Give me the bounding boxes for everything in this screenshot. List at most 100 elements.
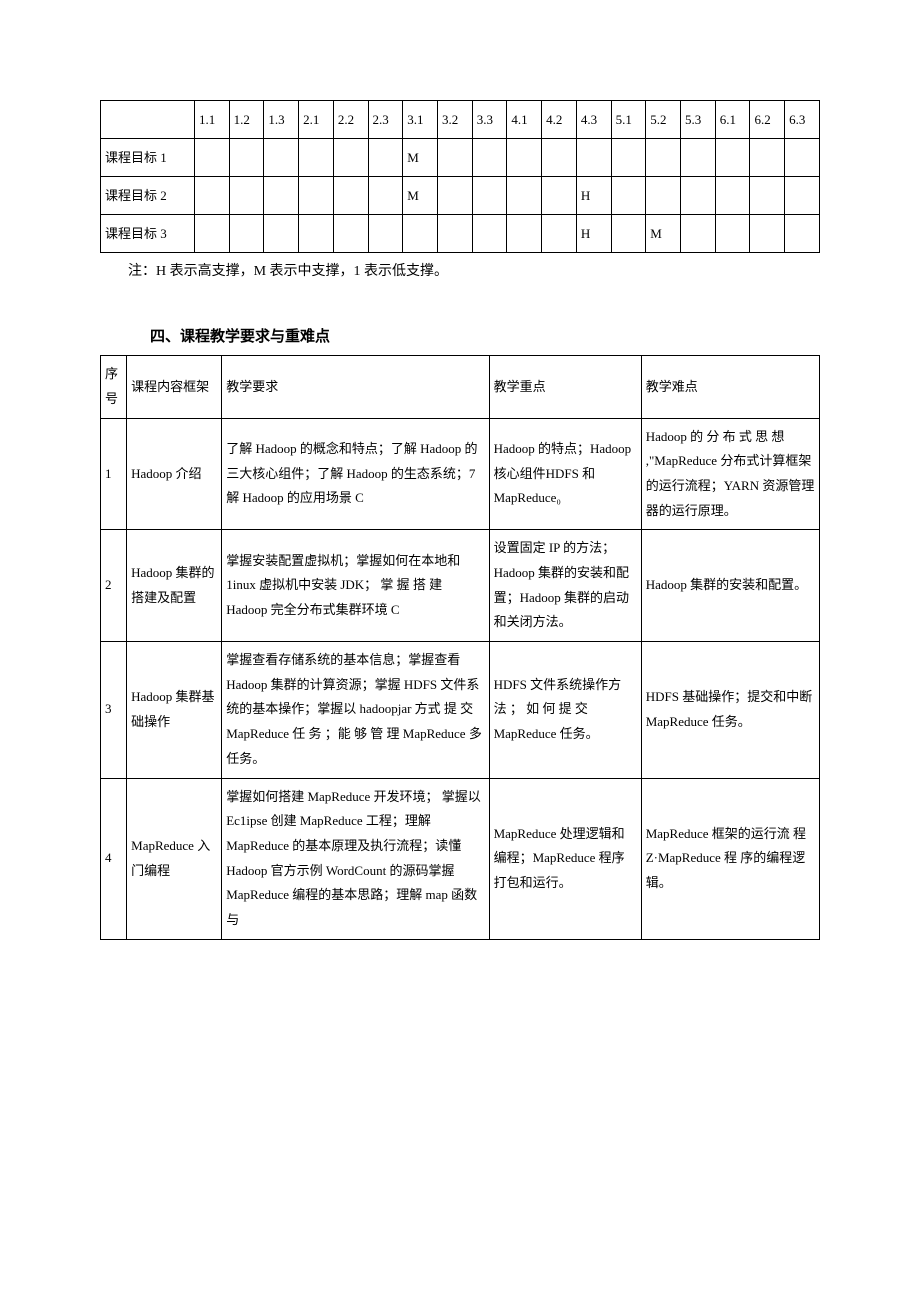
matrix-cell bbox=[681, 215, 716, 253]
matrix-cell bbox=[576, 139, 611, 177]
matrix-row-label: 课程目标 1 bbox=[101, 139, 195, 177]
matrix-row: 课程目标 3HM bbox=[101, 215, 820, 253]
matrix-cell bbox=[368, 177, 403, 215]
matrix-cell bbox=[333, 177, 368, 215]
matrix-cell bbox=[229, 177, 264, 215]
content-table-header-row: 序号 课程内容框架 教学要求 教学重点 教学难点 bbox=[101, 356, 820, 418]
content-cell-req: 了解 Hadoop 的概念和特点；了解 Hadoop 的三大核心组件；了解 Ha… bbox=[222, 418, 489, 530]
matrix-header-cell: 5.1 bbox=[611, 101, 646, 139]
matrix-cell bbox=[681, 177, 716, 215]
matrix-header-cell: 5.2 bbox=[646, 101, 681, 139]
header-req: 教学要求 bbox=[222, 356, 489, 418]
matrix-row: 课程目标 1 M bbox=[101, 139, 820, 177]
matrix-cell bbox=[785, 215, 820, 253]
content-cell-frame: Hadoop 集群的搭建及配置 bbox=[127, 530, 222, 642]
matrix-cell bbox=[368, 139, 403, 177]
matrix-header-cell: 5.3 bbox=[681, 101, 716, 139]
matrix-cell: M bbox=[403, 177, 438, 215]
matrix-cell bbox=[229, 139, 264, 177]
matrix-cell bbox=[507, 215, 542, 253]
matrix-cell bbox=[542, 177, 577, 215]
matrix-cell bbox=[611, 215, 646, 253]
content-row: 3Hadoop 集群基础操作掌握查看存储系统的基本信息；掌握查看 Hadoop … bbox=[101, 642, 820, 778]
header-frame: 课程内容框架 bbox=[127, 356, 222, 418]
matrix-header-row: 1.11.21.32.12.22.33.13.23.34.14.24.35.15… bbox=[101, 101, 820, 139]
header-seq: 序号 bbox=[101, 356, 127, 418]
matrix-header-cell: 4.1 bbox=[507, 101, 542, 139]
matrix-header-cell: 3.2 bbox=[437, 101, 472, 139]
matrix-row: 课程目标 2 M H bbox=[101, 177, 820, 215]
matrix-header-cell: 3.3 bbox=[472, 101, 507, 139]
content-cell-seq: 1 bbox=[101, 418, 127, 530]
content-cell-diff: Hadoop 的 分 布 式 思 想 ,"MapReduce 分布式计算框架的运… bbox=[641, 418, 819, 530]
content-cell-diff: Hadoop 集群的安装和配置。 bbox=[641, 530, 819, 642]
content-cell-seq: 2 bbox=[101, 530, 127, 642]
matrix-header-cell: 1.1 bbox=[194, 101, 229, 139]
matrix-cell bbox=[715, 177, 750, 215]
matrix-cell bbox=[715, 215, 750, 253]
matrix-cell bbox=[542, 139, 577, 177]
matrix-cell bbox=[264, 177, 299, 215]
content-row: 4MapReduce 入门编程掌握如何搭建 MapReduce 开发环境； 掌握… bbox=[101, 778, 820, 939]
matrix-cell bbox=[611, 139, 646, 177]
matrix-cell bbox=[542, 215, 577, 253]
matrix-cell bbox=[299, 139, 334, 177]
header-diff: 教学难点 bbox=[641, 356, 819, 418]
matrix-header-cell: 3.1 bbox=[403, 101, 438, 139]
content-table: 序号 课程内容框架 教学要求 教学重点 教学难点 1Hadoop 介绍了解 Ha… bbox=[100, 355, 820, 939]
matrix-cell bbox=[472, 177, 507, 215]
matrix-header-cell: 2.1 bbox=[299, 101, 334, 139]
content-cell-frame: MapReduce 入门编程 bbox=[127, 778, 222, 939]
matrix-cell: H bbox=[576, 177, 611, 215]
matrix-header-cell: 2.3 bbox=[368, 101, 403, 139]
matrix-header-cell: 4.3 bbox=[576, 101, 611, 139]
content-row: 1Hadoop 介绍了解 Hadoop 的概念和特点；了解 Hadoop 的三大… bbox=[101, 418, 820, 530]
matrix-cell bbox=[437, 215, 472, 253]
content-cell-key: HDFS 文件系统操作方 法 ； 如 何 提 交 MapReduce 任务。 bbox=[489, 642, 641, 778]
header-key: 教学重点 bbox=[489, 356, 641, 418]
matrix-cell bbox=[681, 139, 716, 177]
matrix-cell bbox=[333, 215, 368, 253]
matrix-cell bbox=[299, 177, 334, 215]
matrix-table: 1.11.21.32.12.22.33.13.23.34.14.24.35.15… bbox=[100, 100, 820, 253]
matrix-cell bbox=[750, 215, 785, 253]
matrix-row-label: 课程目标 3 bbox=[101, 215, 195, 253]
matrix-cell bbox=[403, 215, 438, 253]
content-cell-key: MapReduce 处理逻辑和编程；MapReduce 程序打包和运行。 bbox=[489, 778, 641, 939]
matrix-cell bbox=[368, 215, 403, 253]
matrix-cell bbox=[646, 177, 681, 215]
matrix-cell bbox=[472, 215, 507, 253]
matrix-cell: M bbox=[646, 215, 681, 253]
matrix-cell bbox=[472, 139, 507, 177]
matrix-header-cell: 6.3 bbox=[785, 101, 820, 139]
content-cell-seq: 4 bbox=[101, 778, 127, 939]
content-cell-key: Hadoop 的特点；Hadoop 核心组件HDFS 和 MapReduce₀ bbox=[489, 418, 641, 530]
matrix-cell bbox=[785, 177, 820, 215]
content-row: 2Hadoop 集群的搭建及配置掌握安装配置虚拟机；掌握如何在本地和 1inux… bbox=[101, 530, 820, 642]
matrix-cell bbox=[194, 139, 229, 177]
matrix-cell bbox=[264, 215, 299, 253]
matrix-cell bbox=[264, 139, 299, 177]
matrix-header-cell: 1.2 bbox=[229, 101, 264, 139]
section-heading: 四、课程教学要求与重难点 bbox=[100, 324, 820, 351]
content-cell-frame: Hadoop 集群基础操作 bbox=[127, 642, 222, 778]
matrix-note: 注：H 表示高支撑，M 表示中支撑，1 表示低支撑。 bbox=[100, 259, 820, 284]
matrix-cell bbox=[507, 139, 542, 177]
matrix-cell bbox=[611, 177, 646, 215]
content-cell-req: 掌握安装配置虚拟机；掌握如何在本地和 1inux 虚拟机中安装 JDK； 掌 握… bbox=[222, 530, 489, 642]
content-cell-seq: 3 bbox=[101, 642, 127, 778]
matrix-cell bbox=[229, 215, 264, 253]
content-cell-diff: HDFS 基础操作；提交和中断 MapReduce 任务。 bbox=[641, 642, 819, 778]
matrix-cell: M bbox=[403, 139, 438, 177]
matrix-cell bbox=[437, 177, 472, 215]
matrix-header-cell: 1.3 bbox=[264, 101, 299, 139]
matrix-cell bbox=[333, 139, 368, 177]
matrix-cell bbox=[507, 177, 542, 215]
content-cell-frame: Hadoop 介绍 bbox=[127, 418, 222, 530]
matrix-cell bbox=[299, 215, 334, 253]
content-cell-req: 掌握查看存储系统的基本信息；掌握查看 Hadoop 集群的计算资源；掌握 HDF… bbox=[222, 642, 489, 778]
content-cell-key: 设置固定 IP 的方法；Hadoop 集群的安装和配置；Hadoop 集群的启动… bbox=[489, 530, 641, 642]
matrix-row-label: 课程目标 2 bbox=[101, 177, 195, 215]
matrix-cell bbox=[785, 139, 820, 177]
content-cell-diff: MapReduce 框架的运行流 程 Z·MapReduce 程 序的编程逻辑。 bbox=[641, 778, 819, 939]
